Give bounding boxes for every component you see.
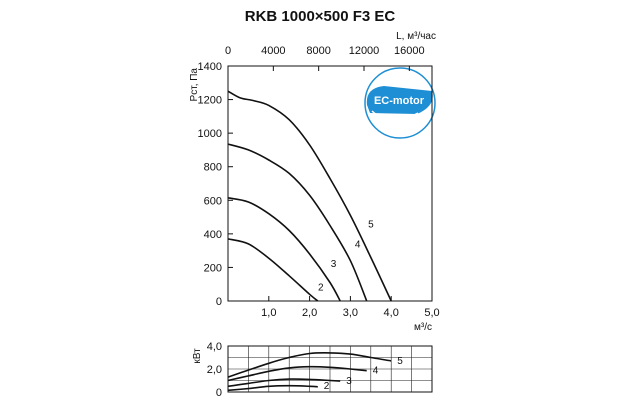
power-curve-label: 4 <box>373 366 379 377</box>
pressure-curve-label: 3 <box>331 259 337 270</box>
x-tick-label: 5,0 <box>424 307 439 319</box>
top-axis-label: L, м³/час <box>396 31 436 42</box>
pressure-curve-label: 2 <box>318 282 324 293</box>
top-tick-label: 4000 <box>261 45 285 57</box>
y-axis-label: Рст, Па <box>189 68 200 102</box>
x-tick-label: 2,0 <box>302 307 317 319</box>
power-panel: 0 2,0 4,0 кВт 2 3 4 5 <box>192 341 433 399</box>
plot-frame <box>227 65 433 302</box>
y-tick-label: 400 <box>204 229 222 241</box>
pressure-curve-3 <box>227 197 341 302</box>
y-tick-label: 200 <box>204 262 222 274</box>
ec-motor-label: EC-motor <box>374 95 425 107</box>
x-tick-label: 3,0 <box>343 307 358 319</box>
power-y-tick-label: 2,0 <box>207 364 222 376</box>
power-curve-label: 3 <box>346 376 352 387</box>
pressure-panel: 0 200 400 600 800 1000 1200 1400 1,0 2,0 3,0 4,0 5,0… <box>189 31 440 333</box>
power-curve-label: 5 <box>397 356 403 367</box>
top-tick-label: 8000 <box>306 45 330 57</box>
ec-motor-logo-icon: EC-motor <box>364 67 436 139</box>
y-tick-label: 600 <box>204 195 222 207</box>
y-tick-label: 0 <box>216 296 222 308</box>
power-y-axis-label: кВт <box>192 348 203 364</box>
pressure-curve-label: 4 <box>355 239 361 250</box>
x-tick-label: 4,0 <box>384 307 399 319</box>
power-curve-4 <box>227 365 367 382</box>
pressure-curve-label: 5 <box>368 220 374 231</box>
y-tick-label: 1000 <box>198 128 222 140</box>
pressure-curve-5 <box>227 90 392 302</box>
chart-title: RKB 1000×500 F3 EC <box>245 8 396 25</box>
power-curve-5 <box>227 352 392 378</box>
top-tick-label: 12000 <box>349 45 380 57</box>
x-axis-label: м³/с <box>414 322 432 333</box>
top-tick-label: 0 <box>225 45 231 57</box>
power-y-tick-label: 4,0 <box>207 341 222 353</box>
power-y-tick-label: 0 <box>216 387 222 399</box>
y-tick-label: 800 <box>204 162 222 174</box>
top-tick-label: 16000 <box>394 45 425 57</box>
y-tick-label: 1200 <box>198 95 222 107</box>
pressure-curve-4 <box>227 143 368 302</box>
power-curve-label: 2 <box>324 381 330 392</box>
y-tick-label: 1400 <box>198 61 222 73</box>
pressure-curve-2 <box>227 238 319 302</box>
power-curve-2 <box>227 384 318 392</box>
x-tick-label: 1,0 <box>261 307 276 319</box>
power-curve-3 <box>227 378 341 388</box>
